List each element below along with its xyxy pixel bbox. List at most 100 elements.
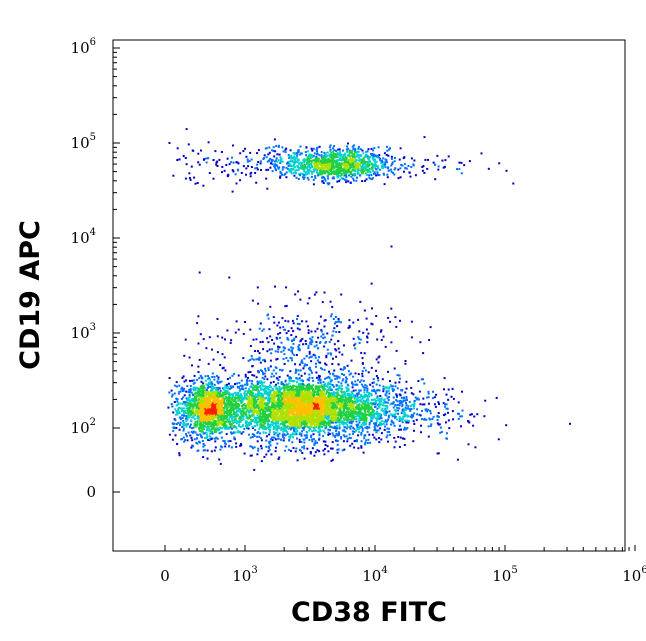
event-dot [202,456,205,459]
event-dot [277,398,279,401]
event-dot [214,420,217,423]
event-dot [356,405,359,408]
event-dot [266,385,269,388]
event-dot [272,411,275,414]
event-dot [388,430,391,433]
event-dot [227,403,230,406]
event-dot [345,379,348,382]
event-dot [259,396,262,399]
event-dot [203,432,206,435]
event-dot [405,397,408,400]
event-dot [186,423,189,426]
event-dot [338,433,341,436]
event-dot [228,395,230,398]
event-dot [180,387,183,390]
event-dot [198,412,201,415]
event-dot [340,410,343,413]
event-dot [192,416,195,419]
event-dot [242,431,245,433]
event-dot [275,412,278,414]
event-dot [324,388,327,391]
event-dot [190,423,192,426]
event-dot [401,389,404,391]
event-dot [292,428,295,431]
event-dot [268,431,271,433]
event-dot [396,396,398,398]
event-dot [237,392,240,394]
event-dot [261,419,264,422]
event-dot [200,415,203,418]
event-dot [292,403,294,406]
event-dot [192,388,195,391]
event-dot [353,440,356,443]
event-dot [282,424,285,427]
event-dot [204,375,207,378]
event-dot [275,400,278,403]
event-dot [383,408,386,411]
event-dot [253,402,256,405]
event-dot [205,402,208,405]
event-dot [270,409,273,412]
event-dot [202,404,205,407]
event-dot [270,438,272,441]
event-dot [401,421,404,424]
event-dot [345,390,348,393]
event-dot [182,429,185,432]
event-dot [215,416,218,419]
event-dot [329,385,332,388]
event-dot [355,418,358,420]
event-dot [278,432,281,435]
event-dot [322,398,325,401]
event-dot [238,431,241,434]
event-dot [183,401,186,404]
event-dot [233,411,236,413]
event-dot [380,432,383,435]
event-dot [357,373,360,376]
event-dot [217,392,220,395]
event-dot [175,410,178,413]
event-dot [327,419,330,422]
event-dot [346,398,349,401]
event-dot [396,418,399,421]
event-dot [251,425,254,428]
event-dot [209,405,212,408]
event-dot [230,427,233,430]
event-dot [262,431,265,434]
event-dot [427,435,430,438]
event-dot [208,435,211,438]
event-dot [360,408,363,411]
event-dot [360,440,363,443]
event-dot [285,429,288,432]
event-dot [192,445,195,448]
event-dot [385,423,388,426]
event-dot [366,398,369,401]
event-dot [247,401,250,404]
event-dot [436,452,439,455]
event-dot [244,390,247,393]
event-dot [282,399,284,402]
event-dot [319,379,322,381]
event-dot [214,400,216,403]
event-dot [308,429,311,432]
event-dot [255,376,258,379]
event-dot [407,421,410,424]
event-dot [378,403,381,406]
event-dot [241,425,244,428]
event-dot [239,443,242,445]
event-dot [378,402,381,405]
event-dot [194,399,197,402]
event-dot [197,365,200,368]
event-dot [413,429,415,432]
event-dot [186,435,188,438]
event-dot [286,425,289,428]
event-dot [230,424,233,427]
event-dot [217,403,220,406]
event-dot [275,383,277,386]
event-dot [279,395,282,398]
event-dot [267,395,270,398]
event-dot [387,389,390,392]
event-dot [356,425,359,428]
event-dot [212,424,215,427]
event-dot [319,429,322,432]
event-dot [256,380,259,383]
